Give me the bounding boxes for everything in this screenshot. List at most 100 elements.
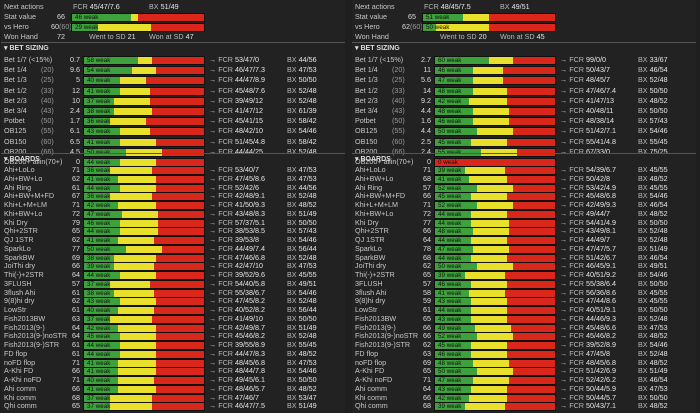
- board-row[interactable]: Fish2013(9-)noSTR 64 45 weak → FCR 45/46/8.…: [1, 331, 345, 342]
- bet-sizing-row[interactable]: Bet 1/2 (33) 12 41 weak → FCR 45/48/7.6 BX 52…: [1, 86, 345, 96]
- bx-label: BX: [638, 226, 650, 236]
- bet-sizing-row[interactable]: Bet 3/4 (43) 2.4 38 weak → FCR 41/47/12 BX 61…: [1, 106, 345, 116]
- board-row[interactable]: A-Khi noFD 71 47 weak → FCR 52/42/6.2 BX 46/…: [352, 375, 696, 385]
- board-row[interactable]: Fish2013BW 65 43 weak → FCR 44/46/9.3 BX 52/…: [352, 314, 696, 324]
- row-value: 0.7: [70, 55, 80, 64]
- bar-text: 50 weak: [438, 263, 462, 271]
- board-row[interactable]: Khi+BW+Lo 72 47 weak → FCR 43/48/8.3 BX 51/4…: [1, 209, 345, 219]
- bet-sizing-row[interactable]: Bet 1/4 (20) 9.6 54 weak → FCR 46/47/7.3 BX 4…: [1, 65, 345, 76]
- board-row[interactable]: 3flush Ahi 61 38 weak → FCR 55/38/6.7 BX 54/…: [1, 288, 345, 298]
- bet-sizing-row[interactable]: OB200 (66) 4.5 50 weak → FCR 44/44/25 BX 52/4…: [1, 147, 345, 157]
- board-row[interactable]: Khi comm 68 37 weak → FCR 47/46/7 BX 53/47: [1, 393, 345, 403]
- board-row[interactable]: Qhi+2STR 66 48 weak → FCR 43/49/8.1 BX 52/48: [352, 226, 696, 237]
- board-row[interactable]: A-Khi FD 66 41 weak → FCR 48/44/7.8 BX 54/46: [1, 366, 345, 377]
- collapse-icon[interactable]: ▾: [4, 156, 10, 163]
- bar-text: 36 weak: [87, 193, 111, 201]
- bet-sizing-row[interactable]: Potbet (50) 1.6 46 weak → FCR 48/38/14 BX 57/…: [352, 116, 696, 127]
- board-row[interactable]: SparkBW 69 38 weak → FCR 47/46/6.8 BX 52/48: [1, 253, 345, 263]
- collapse-icon[interactable]: ▾: [4, 45, 10, 52]
- board-row[interactable]: A-Khi FD 65 50 weak → FCR 51/42/6.9 BX 51/49: [352, 366, 696, 377]
- bet-sizing-row[interactable]: Bet 1/2 (33) 14 48 weak → FCR 47/46/7.4 BX 50…: [352, 85, 696, 96]
- board-row[interactable]: SparkLo 77 50 weak → FCR 44/49/7.4 BX 56/44: [1, 244, 345, 254]
- bet-sizing-row[interactable]: Bet 2/3 (40) 10 37 weak → FCR 39/49/12 BX 52/…: [1, 96, 345, 106]
- divider: [352, 153, 696, 154]
- board-row[interactable]: Qhi comm 68 39 weak → FCR 50/43/7.1 BX 48/52: [352, 401, 696, 412]
- fcr-label: FCR: [218, 261, 235, 271]
- board-row[interactable]: QJ 1STR 64 44 weak → FCR 44/49/7 BX 52/48: [352, 235, 696, 245]
- board-row[interactable]: Khi+L+M+LM 71 52 weak → FCR 42/49/9.3 BX 46/…: [352, 200, 696, 210]
- board-row[interactable]: noFD flop 71 41 weak → FCR 48/45/6.8 BX 47/5…: [1, 358, 345, 368]
- row-label: OB150: [355, 136, 378, 146]
- bet-sizing-row[interactable]: Bet 2/3 (40) 9.2 42 weak → FCR 41/47/13 BX 48…: [352, 96, 696, 106]
- board-row[interactable]: Fish2013(9-) 64 42 weak → FCR 42/49/8.7 BX 5…: [1, 323, 345, 333]
- board-row[interactable]: LowStr 61 44 weak → FCR 40/51/9.1 BX 50/50: [352, 305, 696, 315]
- bet-sizing-row[interactable]: Bet 1/7 (<15%) 0.7 58 weak → FCR 53/47/0 BX …: [1, 55, 345, 65]
- board-row[interactable]: 9(8)hi dry 62 43 weak → FCR 47/45/8.2 BX 52/…: [1, 296, 345, 307]
- board-row[interactable]: SparkLo 78 47 weak → FCR 47/47/5.7 BX 51/49: [352, 244, 696, 254]
- bx-number: 75/25: [649, 146, 668, 156]
- board-row[interactable]: Ahi+BW+M+FD 67 36 weak → FCR 42/48/9.1 BX 52…: [1, 191, 345, 202]
- bet-sizing-row[interactable]: Bet 1/3 (25) 5.6 47 weak → FCR 48/45/7 BX 52/…: [352, 75, 696, 86]
- bet-sizing-row[interactable]: OB125 (55) 4.4 50 weak → FCR 51/42/7.1 BX 54/…: [352, 126, 696, 137]
- board-row[interactable]: Ahi+BW+Lo 62 41 weak → FCR 47/45/8.6 BX 47/5…: [1, 174, 345, 184]
- fcr-number: 38/53/8.5: [234, 226, 265, 236]
- fcr-arrow-icon: →: [560, 208, 570, 218]
- board-row[interactable]: 9(8)hi dry 59 43 weak → FCR 47/44/8.6 BX 45/…: [352, 296, 696, 307]
- board-row[interactable]: Khi Dry 77 44 weak → FCR 54/41/4.9 BX 50/50: [352, 218, 696, 228]
- bet-sizing-row[interactable]: Bet 1/7 (<15%) 2.7 60 weak → FCR 99/0/0 BX 3…: [352, 55, 696, 65]
- bet-sizing-row[interactable]: OB125 (55) 6.1 43 weak → FCR 48/42/10 BX 54/4…: [1, 126, 345, 137]
- board-row[interactable]: Ahi+BW+Lo 68 41 weak → FCR 50/42/8 BX 48/52: [352, 173, 696, 184]
- board-row[interactable]: SparkBW 68 44 weak → FCR 51/42/6.7 BX 46/54: [352, 253, 696, 263]
- bx-value: BX 50/50: [638, 218, 668, 227]
- bet-sizing-row[interactable]: Bet 3/4 (43) 4.4 48 weak → FCR 40/48/11 BX 50…: [352, 106, 696, 116]
- board-row[interactable]: FD flop 61 44 weak → FCR 44/47/8.3 BX 48/52: [1, 349, 345, 359]
- bar-red-segment: [149, 280, 204, 288]
- board-row[interactable]: JoiThi dry 66 39 weak → FCR 42/47/10 BX 47/5…: [1, 261, 345, 272]
- board-row[interactable]: Fish2013(9-)noSTR 66 52 weak → FCR 45/46/8.…: [352, 331, 696, 342]
- fcr-number: 50/42/8: [585, 173, 610, 183]
- board-row[interactable]: Fish2013(9-)STR 62 45 weak → FCR 39/52/8.9 B…: [352, 340, 696, 350]
- bx-number: 47/53: [298, 65, 317, 75]
- board-row[interactable]: 3FLUSH 57 46 weak → FCR 55/38/6.4 BX 50/50: [352, 279, 696, 289]
- bet-sizing-row[interactable]: OB150 (60) 2.5 45 weak → FCR 55/41/4.8 BX 55/…: [352, 136, 696, 147]
- board-row[interactable]: Khi+L+M+LM 71 42 weak → FCR 41/50/9.3 BX 48/…: [1, 200, 345, 210]
- bar-text: 36 weak: [87, 118, 111, 126]
- bet-sizing-row[interactable]: Bet 1/3 (25) 5 40 weak → FCR 44/47/8.9 BX 50/…: [1, 75, 345, 86]
- board-row[interactable]: JoiThi dry 62 50 weak → FCR 46/45/9.1 BX 49/…: [352, 261, 696, 272]
- board-row[interactable]: Ahi+LoLo 71 36 weak → FCR 53/40/7 BX 47/53: [1, 165, 345, 175]
- bet-sizing-row[interactable]: Potbet (50) 1.7 36 weak → FCR 45/41/15 BX 58/…: [1, 116, 345, 127]
- board-row[interactable]: 3FLUSH 57 37 weak → FCR 54/40/5.8 BX 49/51: [1, 279, 345, 289]
- board-row[interactable]: Ahi Ring 61 44 weak → FCR 52/42/6 BX 44/56: [1, 183, 345, 193]
- board-row[interactable]: FD flop 63 46 weak → FCR 47/45/8 BX 52/48: [352, 349, 696, 359]
- bet-sizing-row[interactable]: OB200 (66) 2.4 55 weak → FCR 67/33/0 BX 75/25: [352, 146, 696, 157]
- board-row[interactable]: Thi(-)+2STR 64 44 weak → FCR 39/52/9.6 BX 45…: [1, 270, 345, 280]
- player-stats-panel-right: Next actions FCR 48/45/7.5 BX 49/51 Stat va…: [352, 0, 696, 413]
- board-row[interactable]: Fish2013(9-)STR 61 44 weak → FCR 39/55/8.9 B…: [1, 340, 345, 350]
- fcr-arrow-icon: →: [560, 357, 570, 367]
- bet-sizing-row[interactable]: Bet 1/4 (20) 11 46 weak → FCR 50/43/7 BX 46/5…: [352, 65, 696, 76]
- collapse-icon[interactable]: ▾: [355, 45, 361, 52]
- board-row[interactable]: Qhi comm 65 37 weak → FCR 46/47/7.5 BX 51/49: [1, 401, 345, 412]
- board-row[interactable]: noFD flop 69 48 weak → FCR 48/45/6.8 BX 48/5…: [352, 357, 696, 368]
- board-row[interactable]: LowStr 61 40 weak → FCR 40/52/8.2 BX 56/44: [1, 305, 345, 315]
- fcr-label: FCR: [569, 173, 586, 183]
- bx-label: BX: [638, 85, 650, 95]
- board-row[interactable]: 3flush Ahi 58 41 weak → FCR 56/36/8.6 BX 45/…: [352, 288, 696, 298]
- bar-yellow-segment: [473, 77, 504, 85]
- board-row[interactable]: Khi comm 66 42 weak → FCR 50/44/5.7 BX 50/50: [352, 393, 696, 403]
- board-row[interactable]: Ahi comm 64 43 weak → FCR 50/44/5.9 BX 47/53: [352, 384, 696, 394]
- board-row[interactable]: Ahi+BW+M+FD 66 45 weak → FCR 45/48/6.8 BX 54…: [352, 191, 696, 202]
- board-row[interactable]: Ahi comm 66 41 weak → FCR 48/46/5.7 BX 48/52: [1, 384, 345, 394]
- board-row[interactable]: Fish2013BW 63 37 weak → FCR 41/49/10 BX 50/5…: [1, 314, 345, 324]
- board-row[interactable]: A-Khi noFD 71 40 weak → FCR 49/45/6.1 BX 50/…: [1, 375, 345, 385]
- board-row[interactable]: Thi(-)+2STR 65 39 weak → FCR 40/51/9.2 BX 54…: [352, 270, 696, 280]
- board-row[interactable]: Ahi Ring 57 52 weak → FCR 53/42/4.9 BX 45/55: [352, 183, 696, 193]
- board-row[interactable]: QJ 1STR 62 41 weak → FCR 39/53/8 BX 54/46: [1, 235, 345, 245]
- bet-sizing-row[interactable]: OB150 (60) 6.5 41 weak → FCR 51/45/4.8 BX 58/…: [1, 137, 345, 147]
- board-row[interactable]: Khi Dry 79 46 weak → FCR 57/37/5.1 BX 50/50: [1, 218, 345, 228]
- board-row[interactable]: Fish2013(9-) 66 49 weak → FCR 45/48/6.6 BX 4…: [352, 323, 696, 333]
- board-row[interactable]: Ahi+LoLo 71 39 weak → FCR 54/39/6.7 BX 45/55: [352, 165, 696, 175]
- board-row[interactable]: Khi+BW+Lo 72 44 weak → FCR 49/44/7 BX 48/52: [352, 208, 696, 219]
- board-row[interactable]: Qhi+2STR 65 44 weak → FCR 38/53/8.5 BX 57/43: [1, 226, 345, 237]
- collapse-icon[interactable]: ▾: [355, 156, 361, 163]
